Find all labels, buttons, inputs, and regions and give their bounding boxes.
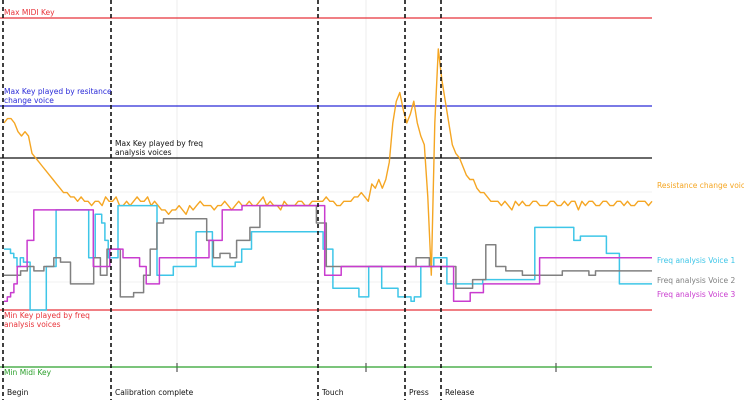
event-label-2: Calibration complete: [115, 388, 194, 397]
series-line-1: [3, 48, 653, 276]
series-layer: [3, 48, 653, 311]
ref-label-max_freq: analysis voices: [115, 148, 172, 157]
ref-label-max_freq: Max Key played by freq: [115, 139, 203, 148]
ref-label-min_freq: Min Key played by freq: [4, 311, 90, 320]
labels-layer: Max MIDI Key Max Key played by resitancec…: [4, 8, 744, 397]
series-line-4: [4, 204, 652, 303]
grid: [0, 0, 652, 372]
ref-label-min_freq: analysis voices: [4, 320, 61, 329]
event-label-3: Touch: [321, 388, 344, 397]
reference-lines: [0, 17, 652, 368]
ref-label-min_midi: Min Midi Key: [4, 368, 52, 377]
series-label-2: Freq analysis Voice 1: [657, 256, 736, 265]
ref-label-max_midi: Max MIDI Key: [4, 8, 55, 17]
series-label-1: Resistance change voice: [657, 181, 744, 190]
series-line-2: [4, 204, 652, 311]
series-label-3: Freq analysis Voice 2: [657, 276, 736, 285]
ref-label-max_resistance: Max Key played by resitance: [4, 87, 112, 96]
event-label-4: Press: [409, 388, 429, 397]
ref-label-max_resistance: change voice: [4, 96, 54, 105]
event-label-1: Begin: [7, 388, 29, 397]
series-label-4: Freq analysis Voice 3: [657, 290, 736, 299]
event-markers: [2, 0, 442, 400]
event-label-5: Release: [445, 388, 475, 397]
